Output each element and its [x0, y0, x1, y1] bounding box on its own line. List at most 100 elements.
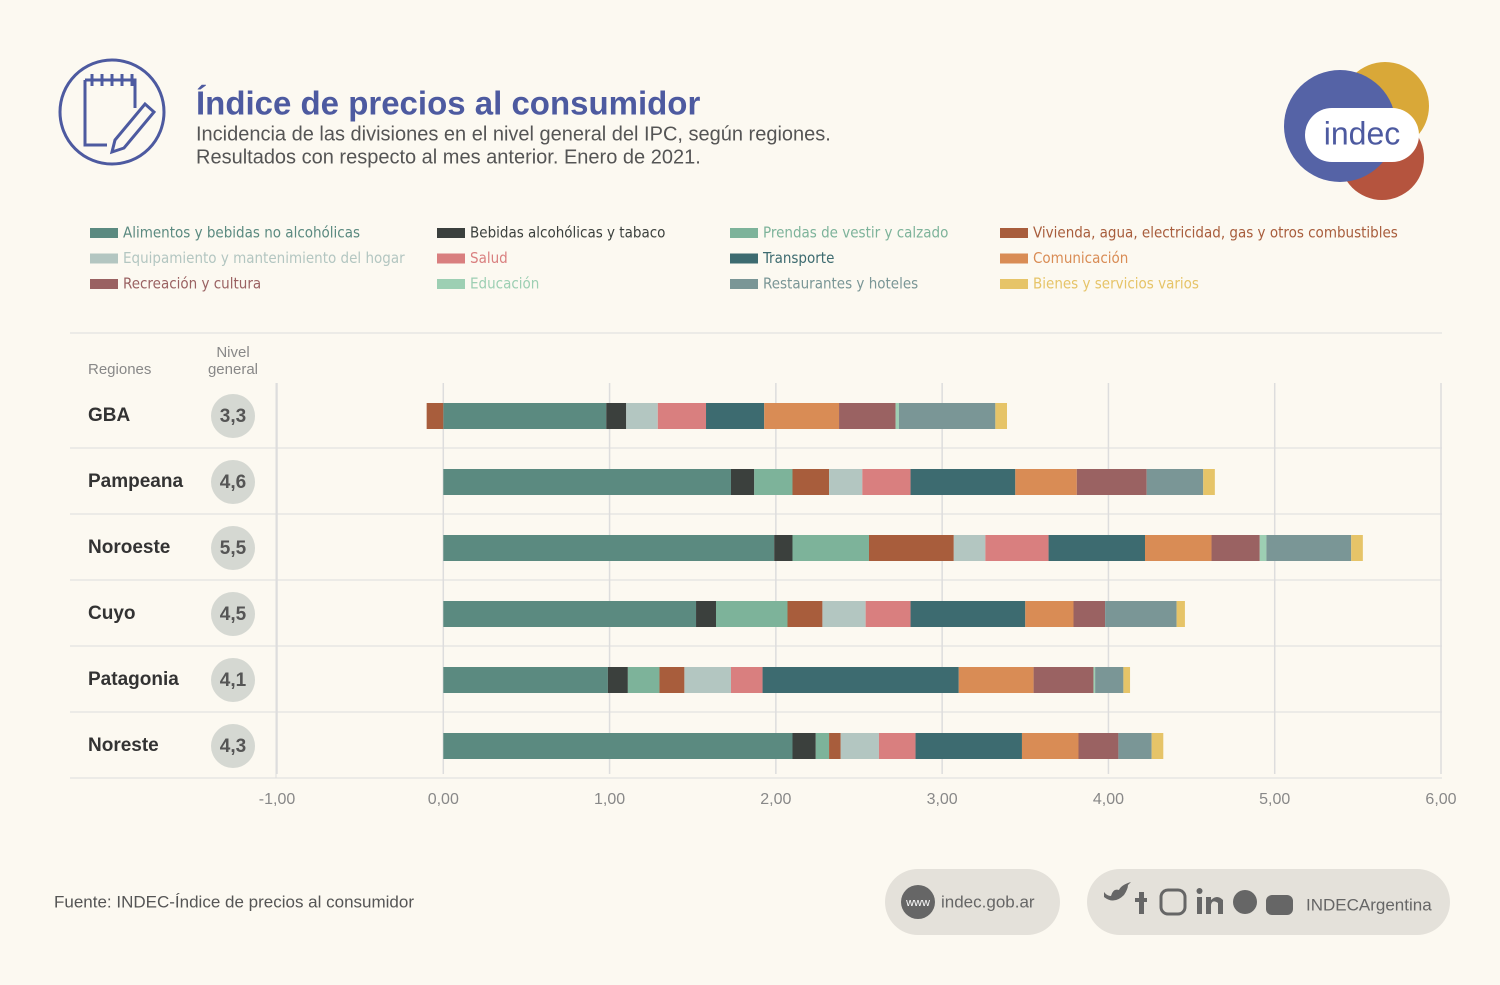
bar-segment: [1266, 535, 1352, 561]
legend-swatch: [437, 253, 465, 264]
bar-segment: [822, 601, 866, 627]
x-tick-label: 4,00: [1093, 791, 1124, 808]
legend-label: Bienes y servicios varios: [1033, 275, 1199, 293]
column-header: Regiones: [88, 361, 151, 378]
level-label: 3,3: [220, 406, 246, 427]
bar-segment: [1211, 535, 1260, 561]
level-label: 4,6: [220, 472, 246, 493]
category-label: GBA: [88, 405, 131, 426]
category-label: Pampeana: [88, 471, 183, 492]
column-header: Nivel: [216, 344, 249, 361]
legend-swatch: [730, 279, 758, 289]
bar-segment: [730, 667, 763, 693]
bar-segment: [1105, 601, 1177, 627]
bar-segment: [1078, 733, 1119, 759]
bar-segment: [443, 601, 697, 627]
footer: Fuente: INDEC-Índice de precios al consu…: [54, 869, 1450, 935]
x-tick-label: 3,00: [927, 791, 958, 808]
level-label: 4,3: [220, 736, 246, 757]
category-label: Noroeste: [88, 537, 170, 558]
legend-label: Restaurantes y hoteles: [763, 275, 918, 293]
bar-segment: [1151, 733, 1164, 759]
bar-segment: [1015, 469, 1077, 495]
bar-segment: [607, 667, 628, 693]
title: Índice de precios al consumidor: [196, 85, 700, 122]
bar-segment: [657, 403, 707, 429]
category-label: Patagonia: [88, 669, 179, 690]
source: Fuente: INDEC-Índice de precios al consu…: [54, 892, 414, 911]
bar-segment: [443, 535, 775, 561]
bar-segment: [868, 535, 954, 561]
bar-segment: [840, 733, 879, 759]
bar-segment: [1021, 733, 1079, 759]
bar-segment: [1073, 601, 1106, 627]
x-tick-label: 2,00: [760, 791, 791, 808]
bar-segment: [792, 733, 816, 759]
bar-segment: [1351, 535, 1363, 561]
legend-swatch: [1000, 279, 1028, 289]
bar-segment: [1146, 469, 1204, 495]
bar-segment: [839, 403, 896, 429]
bar-segment: [895, 403, 899, 429]
bar-segment: [706, 403, 765, 429]
bar-segment: [443, 469, 731, 495]
subtitle: Resultados con respecto al mes anterior.…: [196, 146, 701, 168]
x-tick-label: -1,00: [259, 791, 296, 808]
category-label: Noreste: [88, 735, 159, 756]
legend-swatch: [437, 279, 465, 289]
legend-label: Equipamiento y mantenimiento del hogar: [123, 249, 405, 267]
level-badge: [211, 592, 255, 636]
bar-segment: [910, 601, 1026, 627]
bar-segment: [774, 535, 793, 561]
legend-swatch: [730, 228, 758, 238]
level-badge: [211, 394, 255, 438]
bar-segment: [787, 601, 823, 627]
bar-segment: [1093, 667, 1096, 693]
legend-label: Educación: [470, 275, 539, 293]
bar-segment: [684, 667, 731, 693]
level-badge: [211, 460, 255, 504]
bar-segment: [626, 403, 658, 429]
subtitle: Incidencia de las divisiones en el nivel…: [196, 123, 831, 145]
bar-segment: [443, 667, 608, 693]
bar-segment: [443, 733, 793, 759]
legend-label: Salud: [470, 249, 508, 267]
legend-swatch: [90, 253, 118, 264]
bar-segment: [865, 601, 911, 627]
bar-segment: [1145, 535, 1212, 561]
bar-segment: [762, 667, 959, 693]
legend-label: Alimentos y bebidas no alcohólicas: [123, 224, 360, 242]
bar-segment: [815, 733, 830, 759]
bar-segment: [606, 403, 627, 429]
bar-segment: [995, 403, 1007, 429]
bar-segment: [1033, 667, 1094, 693]
bar-segment: [958, 667, 1034, 693]
bar-segment: [985, 535, 1049, 561]
legend-label: Comunicación: [1033, 249, 1128, 267]
legend-label: Transporte: [762, 249, 834, 267]
website[interactable]: indec.gob.ar: [941, 892, 1035, 911]
social[interactable]: INDECArgentina: [1306, 895, 1432, 914]
legend-swatch: [90, 279, 118, 289]
legend-swatch: [1000, 253, 1028, 264]
level-label: 4,1: [220, 670, 247, 691]
x-tick-label: 0,00: [428, 791, 459, 808]
x-tick-label: 1,00: [594, 791, 625, 808]
bar-segment: [1259, 535, 1267, 561]
bar-segment: [715, 601, 788, 627]
legend-swatch: [1000, 228, 1028, 238]
bar-segment: [953, 535, 986, 561]
level-badge: [211, 724, 255, 768]
x-tick-label: 5,00: [1259, 791, 1290, 808]
bar-segment: [1123, 667, 1131, 693]
header-icon: [58, 58, 166, 166]
logo-text: indec: [1324, 115, 1401, 151]
www-icon: www: [905, 897, 930, 909]
level-label: 5,5: [220, 538, 247, 559]
bar-segment: [910, 469, 1016, 495]
level-badge: [211, 658, 255, 702]
bar-segment: [1176, 601, 1185, 627]
bar-segment: [1118, 733, 1152, 759]
bar-segment: [627, 667, 660, 693]
